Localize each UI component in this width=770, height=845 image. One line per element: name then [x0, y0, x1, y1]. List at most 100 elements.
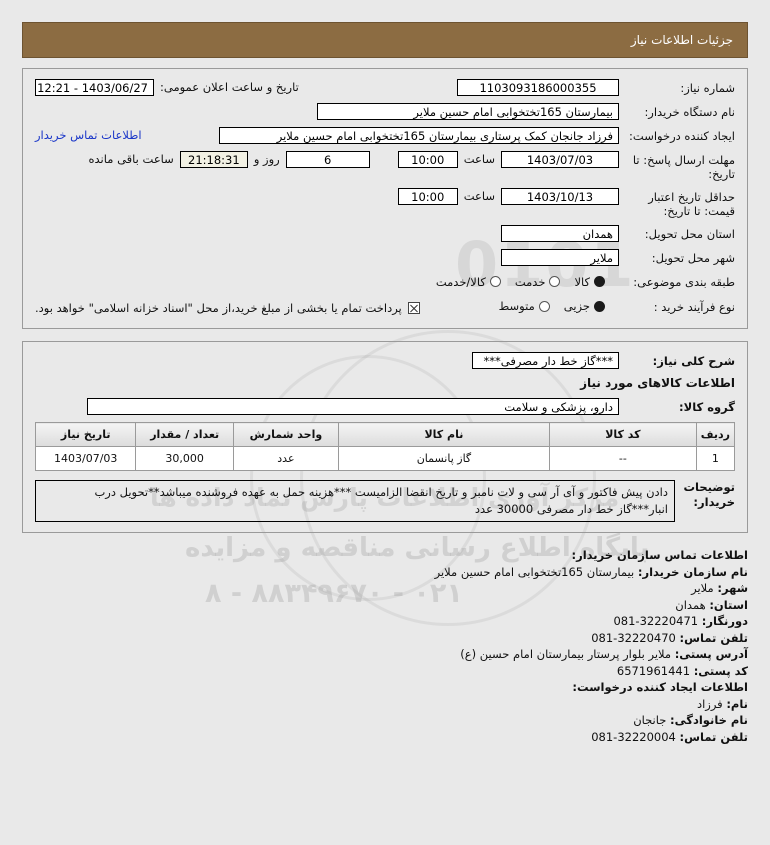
contact-field-province-value: همدان: [675, 597, 706, 612]
contact-field-phone: تلفن تماس: 32220470-081: [22, 630, 748, 647]
requester-field-firstname-value: فرزاد: [696, 696, 723, 711]
col-header-code: کد کالا: [548, 422, 697, 447]
group-label: گروه کالا:: [679, 400, 735, 414]
need-info-panel: شماره نیاز: 1103093186000355 تاریخ و ساع…: [22, 68, 748, 329]
requester-field-phone: تلفن تماس: 32220004-081: [22, 729, 748, 746]
requester-field-phone-key: تلفن تماس:: [679, 729, 748, 744]
goods-section-title: اطلاعات کالاهای مورد نیاز: [580, 376, 735, 390]
radio-icon-kala[interactable]: [594, 276, 605, 287]
page-title: جزئیات اطلاعات نیاز: [630, 33, 733, 47]
window-title-bar: جزئیات اطلاعات نیاز: [22, 22, 748, 58]
price-validity-date: 1403/10/13: [501, 188, 619, 205]
treasury-note-row: پرداخت تمام یا بخشی از مبلغ خرید،از محل …: [35, 301, 420, 315]
cell-unit: عدد: [232, 446, 339, 471]
cell-date: 1403/07/03: [34, 446, 137, 471]
contact-field-org-value: بیمارستان 165تختخوابی امام حسین ملایر: [434, 564, 635, 579]
province-value: همدان: [501, 225, 619, 242]
need-number-label: شماره نیاز:: [680, 81, 735, 95]
need-number-value: 1103093186000355: [457, 79, 619, 96]
col-header-date: تاریخ نیاز: [34, 422, 137, 447]
process-option-jozei[interactable]: جزیی: [564, 299, 605, 313]
contact-field-fax: دورنگار: 32220471-081: [22, 613, 748, 630]
cell-name: گاز پانسمان: [337, 446, 550, 471]
contact-field-city-value: ملایر: [691, 581, 714, 595]
buyer-org-value: بیمارستان 165تختخوابی امام حسین ملایر: [317, 103, 619, 120]
process-option-jozei-label: جزیی: [563, 299, 590, 313]
remaining-days-label: روز و: [253, 152, 280, 166]
contact-field-fax-value: 32220471-081: [613, 614, 699, 628]
row-need-number: شماره نیاز: 1103093186000355 تاریخ و ساع…: [35, 79, 735, 96]
col-header-name: نام کالا: [337, 422, 550, 447]
row-process-type: نوع فرآیند خرید : جزیی متوسط پرداخت تمام…: [35, 297, 735, 315]
contact-field-org: نام سازمان خریدار: بیمارستان 165تختخوابی…: [22, 564, 748, 581]
requester-value: فرزاد جانجان کمک پرستاری بیمارستان 165تخ…: [219, 127, 619, 144]
group-value: دارو، پزشکی و سلامت: [87, 398, 619, 415]
requester-label: ایجاد کننده درخواست:: [629, 129, 735, 143]
treasury-checkbox-icon[interactable]: [407, 302, 420, 314]
requester-field-phone-value: 32220004-081: [591, 729, 676, 744]
requester-section-title: اطلاعات ایجاد کننده درخواست:: [572, 680, 748, 694]
reply-deadline-time: 10:00: [397, 151, 458, 168]
requester-field-firstname: نام: فرزاد: [22, 696, 748, 713]
category-label: طبقه بندی موضوعی:: [633, 275, 735, 289]
radio-icon-motevaset[interactable]: [538, 300, 550, 312]
requester-field-lastname: نام خانوادگی: جانجان: [22, 712, 748, 729]
row-city: شهر محل تحویل: ملایر: [35, 249, 735, 266]
contact-field-city: شهر: ملایر: [22, 580, 748, 597]
price-validity-label: حداقل تاریخ اعتبار قیمت: تا تاریخ:: [648, 190, 735, 218]
col-header-row: ردیف: [695, 422, 736, 447]
radio-icon-jozei[interactable]: [594, 300, 605, 312]
buyer-org-label: نام دستگاه خریدار:: [644, 105, 735, 119]
cell-row: 1: [695, 446, 736, 471]
requester-field-lastname-value: جانجان: [633, 713, 667, 727]
province-label: استان محل تحویل:: [644, 227, 735, 241]
col-header-unit: واحد شمارش: [232, 422, 339, 447]
city-label: شهر محل تحویل:: [651, 251, 735, 265]
category-option-kala-khedmat[interactable]: کالا/خدمت: [436, 275, 501, 289]
city-value: ملایر: [501, 249, 619, 266]
price-validity-hour-label: ساعت: [463, 189, 495, 203]
row-buyer-org: نام دستگاه خریدار: بیمارستان 165تختخوابی…: [35, 103, 735, 120]
buyer-notes-row: توضیحات خریدار: دادن پیش فاکتور و آی آر …: [35, 480, 735, 522]
price-validity-time: 10:00: [397, 188, 458, 205]
reply-deadline-label: مهلت ارسال پاسخ: تا تاریخ:: [632, 153, 735, 181]
contact-field-postal-key: کد پستی:: [693, 663, 748, 678]
cell-qty: 30,000: [135, 446, 234, 471]
treasury-note-text: پرداخت تمام یا بخشی از مبلغ خرید،از محل …: [35, 301, 402, 315]
category-option-khedmat[interactable]: خدمت: [515, 275, 561, 289]
contact-field-org-key: نام سازمان خریدار:: [637, 564, 748, 579]
contact-field-postal-value: 6571961441: [616, 663, 691, 678]
contact-block: اطلاعات تماس سازمان خریدار: نام سازمان خ…: [22, 547, 748, 745]
contact-section-title: اطلاعات تماس سازمان خریدار:: [571, 548, 748, 562]
buyer-notes-label: توضیحات خریدار:: [683, 480, 736, 509]
remaining-days-value: 6: [285, 151, 370, 168]
row-summary: شرح کلی نیاز: ***گاز خط دار مصرفی***: [35, 352, 735, 369]
contact-field-province: استان: همدان: [22, 597, 748, 614]
table-row: 1 -- گاز پانسمان عدد 30,000 1403/07/03: [34, 446, 736, 471]
goods-table: ردیف کد کالا نام کالا واحد شمارش تعداد /…: [34, 422, 736, 471]
buyer-contact-link[interactable]: اطلاعات تماس خریدار: [35, 128, 142, 142]
requester-field-lastname-key: نام خانوادگی:: [670, 713, 748, 727]
remaining-clock-label: ساعت باقی مانده: [88, 152, 174, 166]
category-option-khedmat-label: خدمت: [514, 274, 546, 289]
category-option-kala[interactable]: کالا: [574, 275, 605, 289]
buyer-notes-value: دادن پیش فاکتور و آی آر سی و لات نامبر و…: [35, 480, 675, 522]
category-option-kala-label: کالا: [574, 274, 590, 289]
row-requester: ایجاد کننده درخواست: فرزاد جانجان کمک پر…: [35, 127, 735, 144]
process-option-motevaset[interactable]: متوسط: [499, 299, 550, 313]
contact-field-phone-key: تلفن تماس:: [679, 630, 748, 645]
public-announce-label: تاریخ و ساعت اعلان عمومی:: [160, 80, 299, 94]
contact-field-phone-value: 32220470-081: [591, 630, 676, 645]
contact-field-fax-key: دورنگار:: [701, 614, 748, 628]
need-detail-panel: شرح کلی نیاز: ***گاز خط دار مصرفی*** اطل…: [22, 341, 748, 533]
reply-deadline-date: 1403/07/03: [501, 151, 619, 168]
contact-field-province-key: استان:: [709, 597, 748, 612]
contact-field-address-value: ملایر بلوار پرستار بیمارستان امام حسین (…: [460, 647, 672, 661]
process-type-label: نوع فرآیند خرید :: [653, 299, 735, 314]
radio-icon-khedmat[interactable]: [549, 276, 561, 287]
category-option-kala-khedmat-label: کالا/خدمت: [435, 274, 486, 289]
radio-icon-kala-khedmat[interactable]: [489, 276, 501, 287]
cell-code: --: [548, 446, 697, 471]
public-announce-value: 1403/06/27 - 12:21: [35, 79, 154, 96]
